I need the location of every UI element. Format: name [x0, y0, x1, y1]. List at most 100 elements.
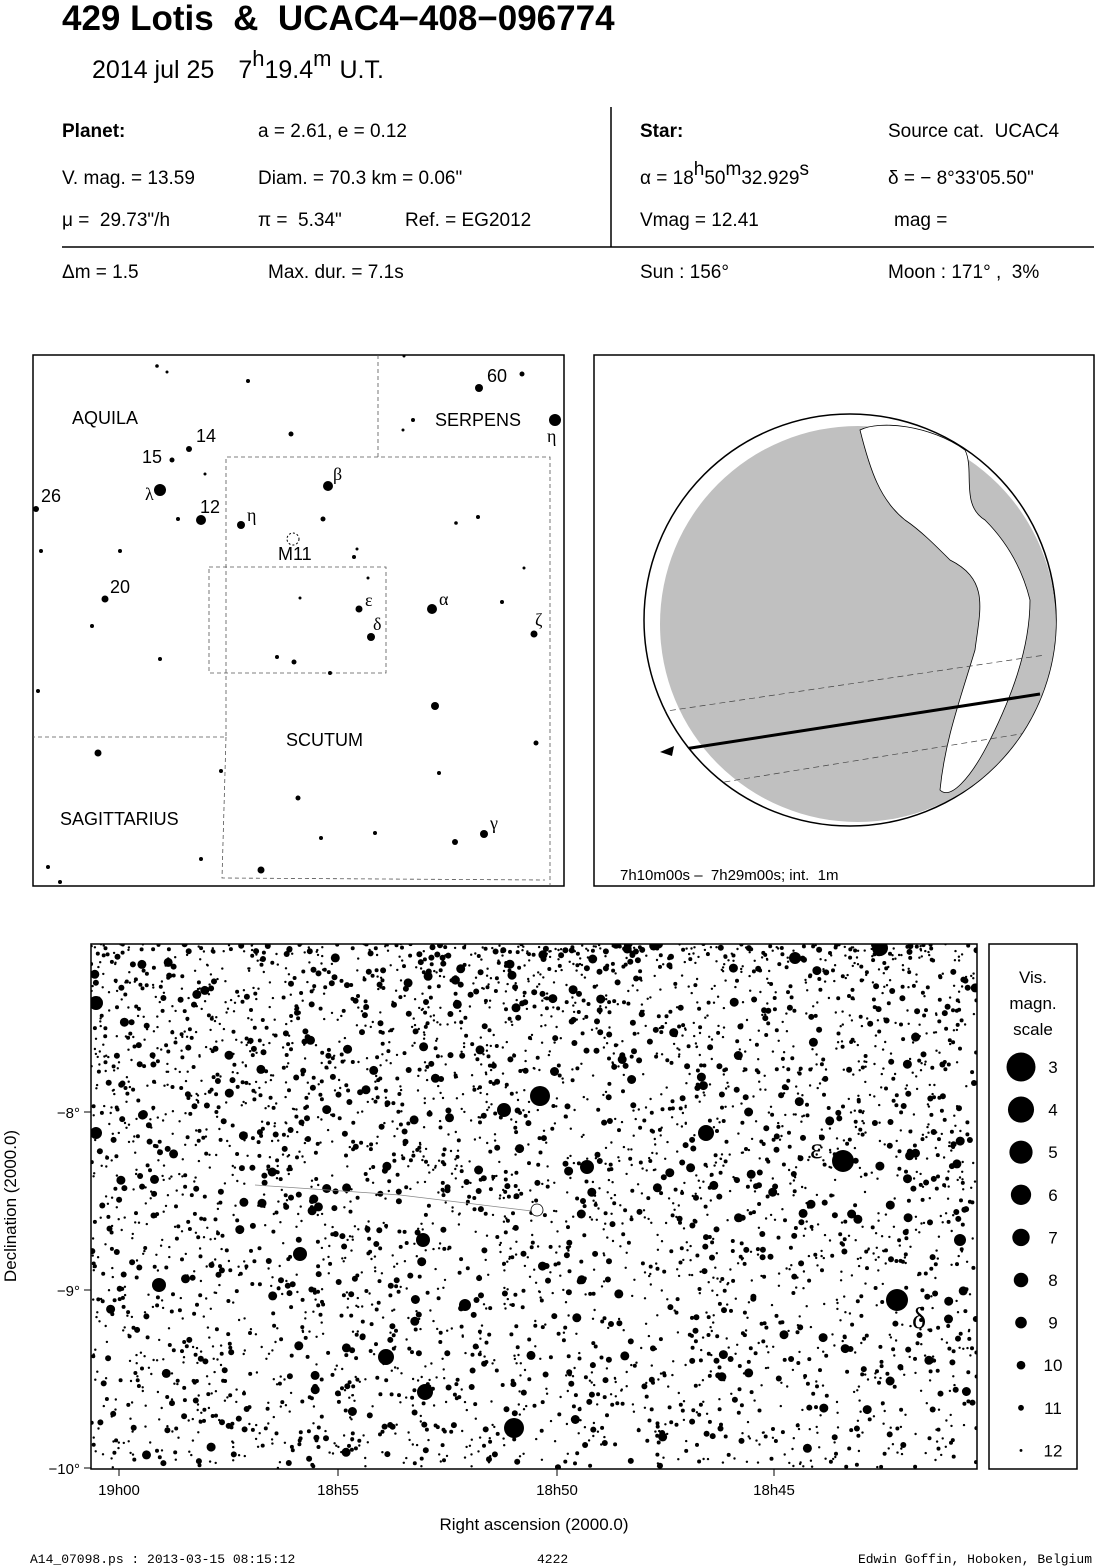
field-star	[632, 1363, 637, 1368]
field-star	[647, 1334, 651, 1338]
field-star	[137, 1221, 141, 1224]
field-star	[415, 1147, 420, 1152]
field-star	[685, 1241, 688, 1244]
field-star	[247, 1017, 250, 1020]
field-star	[839, 1025, 842, 1028]
field-star	[587, 1439, 591, 1442]
field-star	[725, 1337, 728, 1340]
field-star	[94, 1450, 97, 1453]
field-star	[723, 963, 726, 966]
field-star	[730, 1249, 735, 1253]
field-star	[689, 1418, 696, 1425]
field-star	[667, 1385, 670, 1388]
field-star	[648, 1159, 653, 1163]
field-star	[450, 1327, 453, 1330]
field-star	[340, 1014, 343, 1018]
field-star	[477, 1116, 480, 1119]
field-star	[753, 1399, 756, 1402]
field-star	[899, 995, 906, 1002]
field-star	[951, 1040, 956, 1045]
field-star	[450, 1172, 454, 1175]
field-star	[110, 1106, 113, 1109]
field-star	[653, 1137, 656, 1141]
field-star	[510, 1303, 515, 1307]
field-star	[387, 1189, 390, 1193]
field-star	[756, 1070, 761, 1075]
field-star	[616, 1003, 619, 1006]
field-star	[716, 1063, 723, 1070]
field-star	[444, 1400, 448, 1404]
field-star	[584, 1293, 587, 1296]
field-star	[952, 1214, 955, 1217]
field-star	[939, 1093, 946, 1100]
field-star	[876, 1019, 880, 1022]
field-star	[104, 1243, 107, 1246]
field-star	[199, 1216, 204, 1221]
field-star	[697, 1459, 702, 1464]
field-star	[703, 1204, 708, 1209]
field-star	[684, 1063, 691, 1070]
field-star	[814, 1405, 818, 1410]
field-star	[740, 967, 743, 971]
field-star	[144, 971, 149, 976]
field-star	[918, 956, 921, 959]
field-star	[722, 1073, 725, 1076]
field-star	[260, 1120, 264, 1123]
field-star	[871, 997, 876, 1002]
field-star	[957, 959, 961, 962]
field-star	[506, 982, 509, 986]
field-star	[436, 1021, 439, 1024]
field-star	[642, 1009, 645, 1013]
field-star	[343, 1044, 353, 1054]
shape	[33, 456, 378, 738]
field-star	[542, 976, 545, 979]
field-star	[859, 1175, 863, 1179]
field-star	[330, 1113, 333, 1117]
field-star	[649, 944, 659, 951]
field-star	[702, 1243, 709, 1250]
field-star	[206, 1226, 209, 1230]
field-star	[717, 944, 724, 951]
field-star	[286, 1290, 293, 1297]
star	[411, 418, 415, 422]
field-star	[250, 1282, 255, 1286]
field-star	[244, 1102, 247, 1105]
field-star	[658, 1337, 663, 1342]
field-star	[650, 1345, 656, 1352]
field-star	[650, 1364, 653, 1367]
field-star	[807, 1278, 812, 1283]
field-star	[834, 1455, 837, 1459]
field-star	[871, 955, 874, 958]
field-star	[277, 1139, 280, 1142]
field-star	[416, 1181, 419, 1184]
scale-dot	[1007, 1096, 1035, 1123]
field-star	[179, 1086, 184, 1090]
field-star	[426, 1110, 433, 1117]
field-star	[407, 1431, 410, 1434]
field-star	[715, 1334, 720, 1339]
field-star	[818, 987, 823, 992]
field-star	[966, 1370, 971, 1375]
field-star	[232, 1010, 236, 1013]
field-star	[348, 1396, 351, 1399]
field-star	[947, 1006, 950, 1010]
field-star	[736, 1410, 741, 1415]
field-star	[384, 1096, 388, 1099]
field-star	[327, 1272, 330, 1275]
field-star	[610, 961, 615, 966]
field-star	[99, 1020, 102, 1023]
field-star	[739, 1057, 742, 1061]
field-star	[442, 1286, 445, 1290]
field-star	[213, 1019, 217, 1023]
field-star	[260, 1126, 265, 1131]
field-star	[453, 946, 457, 950]
field-star	[642, 1118, 647, 1123]
field-star	[701, 1379, 705, 1382]
field-star	[818, 1333, 828, 1343]
field-star	[289, 1047, 293, 1052]
field-star	[965, 1120, 970, 1125]
field-star	[294, 1008, 297, 1011]
field-star	[724, 979, 727, 982]
field-star	[655, 1421, 660, 1426]
field-star	[196, 1403, 200, 1406]
